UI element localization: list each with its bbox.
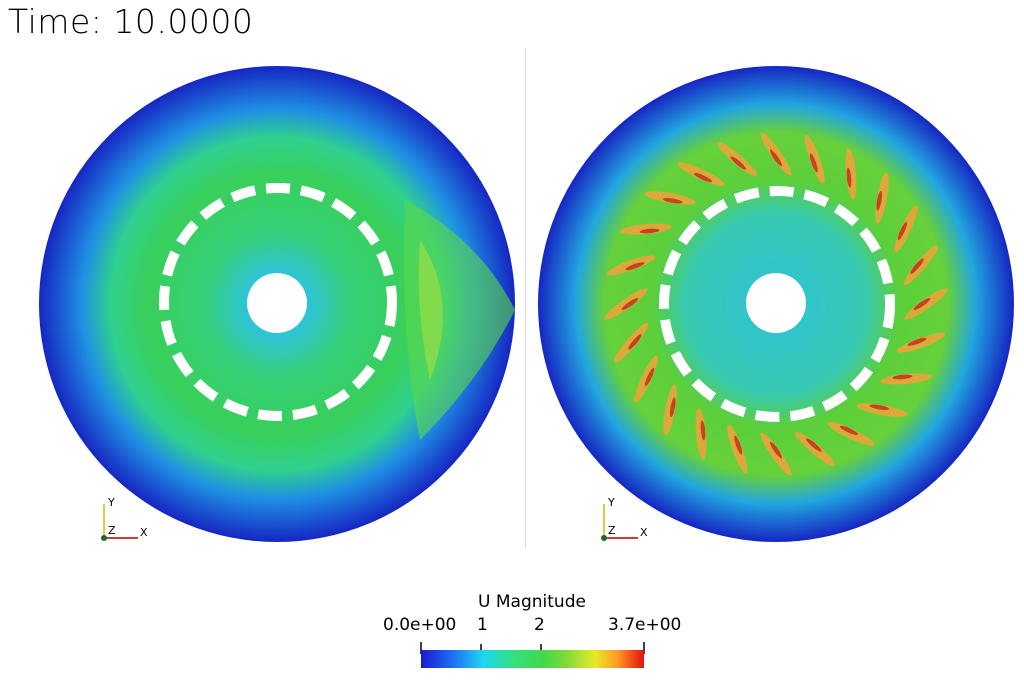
velocity-peak — [625, 262, 645, 271]
velocity-peak — [913, 297, 931, 311]
velocity-peak — [734, 435, 743, 455]
axis-label-z: Z — [108, 524, 116, 537]
velocity-peak — [892, 374, 913, 380]
velocity-peak — [669, 397, 676, 418]
velocity-streak — [760, 432, 792, 476]
velocity-streak — [663, 384, 677, 436]
velocity-streak — [827, 422, 875, 446]
velocity-streak — [903, 245, 939, 286]
axis-label-y: Y — [107, 496, 115, 509]
velocity-peak — [769, 149, 783, 167]
velocity-peak — [628, 333, 642, 350]
flow-view-right[interactable]: Y X Z — [520, 40, 1024, 560]
velocity-field-left — [39, 66, 515, 542]
velocity-streak — [856, 403, 908, 417]
velocity-streak — [606, 255, 656, 276]
colorbar — [421, 650, 644, 668]
axis-label-y: Y — [607, 496, 615, 509]
velocity-streak — [904, 288, 948, 320]
velocity-peak — [907, 337, 927, 346]
velocity-peak — [846, 167, 852, 188]
velocity-peak — [869, 404, 890, 411]
velocity-streak — [845, 148, 857, 201]
legend-tick-label-max: 3.7e+00 — [608, 615, 682, 635]
velocity-peak — [662, 197, 683, 204]
velocity-peak — [700, 420, 706, 441]
velocity-peak — [897, 221, 908, 241]
axis-label-z: Z — [608, 524, 616, 537]
velocity-peak — [910, 258, 924, 275]
velocity-peak — [621, 297, 639, 311]
time-label: Time: 10.0000 — [8, 2, 254, 41]
velocity-streak — [634, 355, 658, 403]
velocity-streak — [879, 373, 932, 385]
flow-view-left[interactable]: Y X Z — [20, 40, 532, 560]
velocity-streak — [613, 322, 649, 363]
velocity-streak — [620, 223, 673, 235]
legend-tick-label-1: 1 — [477, 615, 488, 635]
velocity-streak — [894, 205, 918, 253]
velocity-peak — [809, 153, 818, 173]
velocity-streak — [760, 132, 792, 176]
legend-title: U Magnitude — [478, 592, 586, 612]
legend-tick-label-2: 2 — [534, 615, 545, 635]
axis-label-x: X — [140, 526, 148, 539]
view-divider[interactable] — [525, 48, 526, 548]
impeller-streaks — [604, 132, 948, 476]
velocity-streak — [896, 332, 946, 353]
legend-tick-label-min: 0.0e+00 — [383, 615, 457, 635]
velocity-streak — [644, 191, 696, 205]
velocity-streak — [804, 134, 825, 184]
velocity-peak — [769, 441, 783, 459]
axis-label-x: X — [640, 526, 648, 539]
velocity-peak — [730, 156, 747, 170]
velocity-field-right — [538, 66, 1014, 542]
velocity-streak — [717, 141, 758, 177]
velocity-streak — [727, 424, 748, 474]
velocity-peak — [693, 172, 713, 183]
velocity-streak — [794, 431, 835, 467]
velocity-peak — [639, 228, 660, 234]
velocity-streak — [604, 288, 648, 320]
velocity-streak — [677, 162, 725, 186]
orientation-axes-right: Y X Z — [598, 492, 658, 542]
orientation-axes-left: Y X Z — [98, 492, 158, 542]
velocity-peak — [644, 367, 655, 387]
velocity-peak — [876, 190, 883, 211]
velocity-streak — [875, 172, 889, 224]
velocity-streak — [695, 407, 707, 460]
velocity-peak — [805, 438, 822, 452]
velocity-peak — [839, 425, 859, 436]
